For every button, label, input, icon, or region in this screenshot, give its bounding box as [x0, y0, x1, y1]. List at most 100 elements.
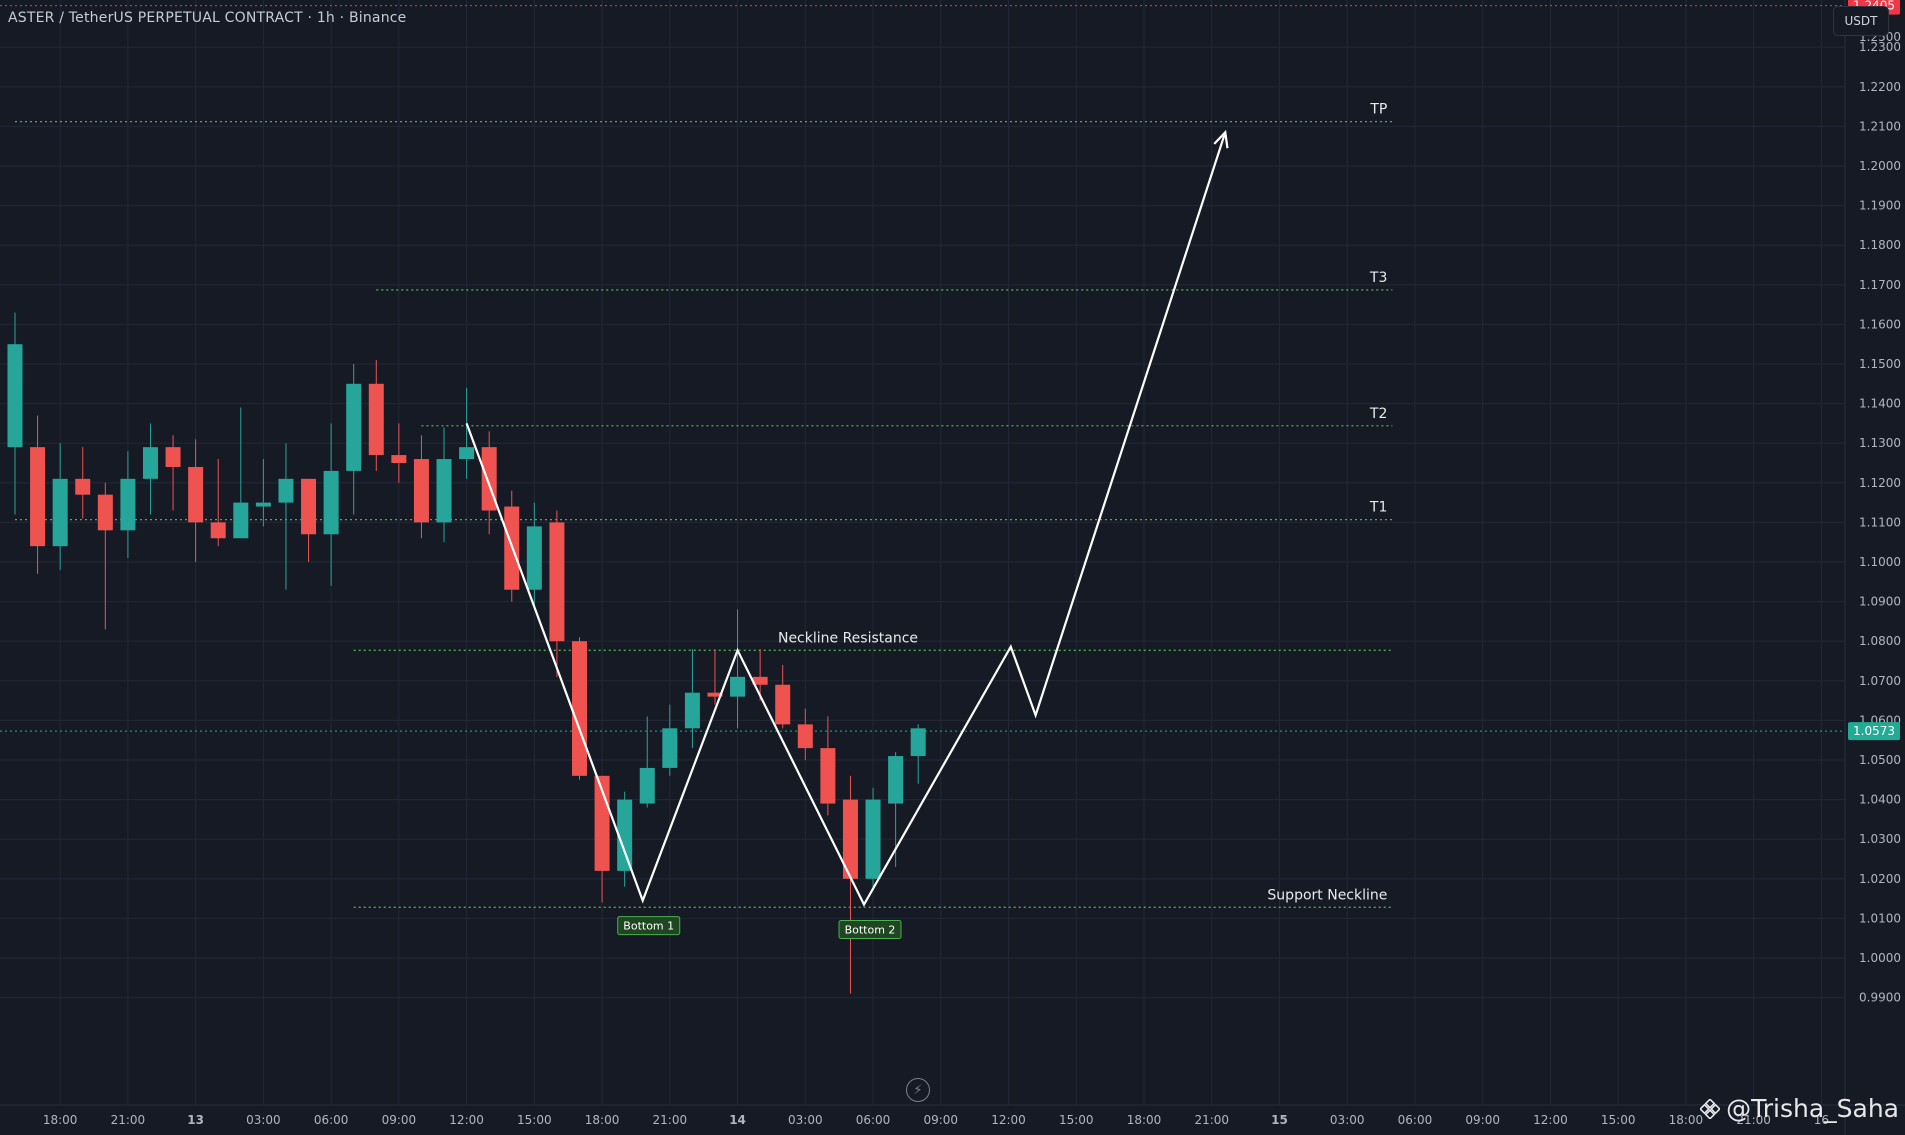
candle-body — [413, 459, 429, 523]
level-label: T2 — [1369, 406, 1387, 422]
x-tick-label: 06:00 — [856, 1113, 891, 1127]
y-tick-label: 1.1700 — [1859, 278, 1901, 292]
level-label: T1 — [1369, 500, 1387, 516]
x-tick-label: 15:00 — [1601, 1113, 1636, 1127]
x-tick-label: 21:00 — [1736, 1113, 1771, 1127]
candle-body — [210, 522, 226, 539]
x-tick-label: 21:00 — [111, 1113, 146, 1127]
y-tick-label: 1.1500 — [1859, 357, 1901, 371]
candle-body — [639, 767, 655, 804]
currency-button[interactable]: USDT — [1833, 6, 1889, 36]
y-tick-label: 1.1900 — [1859, 199, 1901, 213]
candle-body — [730, 676, 746, 697]
level-label: Support Neckline — [1267, 887, 1387, 903]
x-tick-label: 14 — [729, 1113, 746, 1127]
y-tick-label: 1.1600 — [1859, 317, 1901, 331]
y-tick-label: 1.2200 — [1859, 80, 1901, 94]
x-tick-label: 09:00 — [923, 1113, 958, 1127]
x-tick-label: 18:00 — [43, 1113, 78, 1127]
lightning-icon[interactable]: ⚡ — [906, 1078, 930, 1102]
x-tick-label: 12:00 — [991, 1113, 1026, 1127]
y-tick-label: 1.1200 — [1859, 476, 1901, 490]
y-tick-label: 1.1100 — [1859, 515, 1901, 529]
projection-path — [465, 131, 1227, 907]
x-tick-label: 15:00 — [517, 1113, 552, 1127]
arrow-head — [1213, 129, 1229, 149]
y-tick-label: 1.0700 — [1859, 674, 1901, 688]
x-tick-label: 06:00 — [1398, 1113, 1433, 1127]
y-tick-label: 1.1400 — [1859, 397, 1901, 411]
candle-body — [142, 447, 158, 479]
candle-body — [888, 756, 904, 804]
candle-body — [52, 478, 68, 547]
x-tick-label: 13 — [187, 1113, 204, 1127]
y-tick-label: 1.0100 — [1859, 911, 1901, 925]
x-tick-label: 15 — [1271, 1113, 1288, 1127]
y-tick-label: 1.0300 — [1859, 832, 1901, 846]
candle-body — [842, 799, 858, 879]
x-tick-label: 18:00 — [585, 1113, 620, 1127]
candle-body — [572, 641, 587, 776]
bottom-marker-label: Bottom 1 — [623, 920, 674, 933]
x-tick-label: 03:00 — [246, 1113, 281, 1127]
candle-body — [97, 494, 113, 531]
candle-body — [684, 692, 700, 729]
y-tick-label: 0.9900 — [1859, 991, 1901, 1005]
price-line-label: 1.0573 — [1853, 724, 1895, 738]
candle-body — [526, 526, 542, 590]
candle-body — [436, 459, 452, 523]
x-tick-label: 12:00 — [1533, 1113, 1568, 1127]
bottom-marker-label: Bottom 2 — [845, 924, 896, 937]
x-tick-label: 15:00 — [1059, 1113, 1094, 1127]
x-tick-label: 16 — [1814, 1113, 1829, 1127]
candle-body — [278, 478, 294, 503]
candle-body — [549, 522, 565, 642]
x-tick-label: 21:00 — [1194, 1113, 1229, 1127]
candle-body — [910, 728, 926, 757]
bottom-marker — [838, 920, 902, 940]
candle-body — [368, 383, 384, 456]
x-tick-label: 12:00 — [449, 1113, 484, 1127]
level-label: T3 — [1369, 270, 1387, 286]
candle-body — [120, 478, 136, 531]
y-tick-label: 1.2100 — [1859, 119, 1901, 133]
x-tick-label: 21:00 — [653, 1113, 688, 1127]
x-tick-label: 09:00 — [382, 1113, 417, 1127]
y-tick-label: 1.1300 — [1859, 436, 1901, 450]
candle-body — [323, 470, 339, 535]
y-tick-label: 1.0000 — [1859, 951, 1901, 965]
y-tick-label: 1.0500 — [1859, 753, 1901, 767]
y-tick-label: 1.2000 — [1859, 159, 1901, 173]
candle-body — [797, 724, 813, 749]
candle-body — [346, 383, 362, 471]
y-tick-label: 1.1800 — [1859, 238, 1901, 252]
y-tick-label: 1.0800 — [1859, 634, 1901, 648]
candle-body — [75, 478, 91, 495]
candle-body — [30, 447, 46, 547]
x-tick-label: 09:00 — [1465, 1113, 1500, 1127]
candle-body — [301, 478, 317, 535]
x-tick-label: 18:00 — [1669, 1113, 1704, 1127]
y-tick-label: 1.2300 — [1859, 40, 1901, 54]
candle-body — [165, 447, 181, 467]
watermark: @Trisha_Saha — [1700, 1094, 1899, 1123]
x-tick-label: 18:00 — [1127, 1113, 1162, 1127]
symbol-title: ASTER / TetherUS PERPETUAL CONTRACT · 1h… — [8, 10, 407, 26]
candle-body — [459, 447, 475, 460]
candle-body — [662, 728, 678, 768]
candle-body — [255, 502, 271, 507]
candle-body — [707, 692, 723, 697]
candle-body — [188, 466, 204, 523]
candle-body — [752, 676, 768, 685]
candle-body — [865, 799, 881, 879]
candle-body — [391, 455, 407, 463]
watermark-text: @Trisha_Saha — [1726, 1094, 1899, 1123]
y-tick-label: 1.1000 — [1859, 555, 1901, 569]
level-label: Neckline Resistance — [778, 630, 918, 646]
y-tick-label: 1.0900 — [1859, 595, 1901, 609]
level-label: TP — [1369, 102, 1387, 118]
y-tick-label: 1.0200 — [1859, 872, 1901, 886]
candle-body — [233, 502, 249, 539]
